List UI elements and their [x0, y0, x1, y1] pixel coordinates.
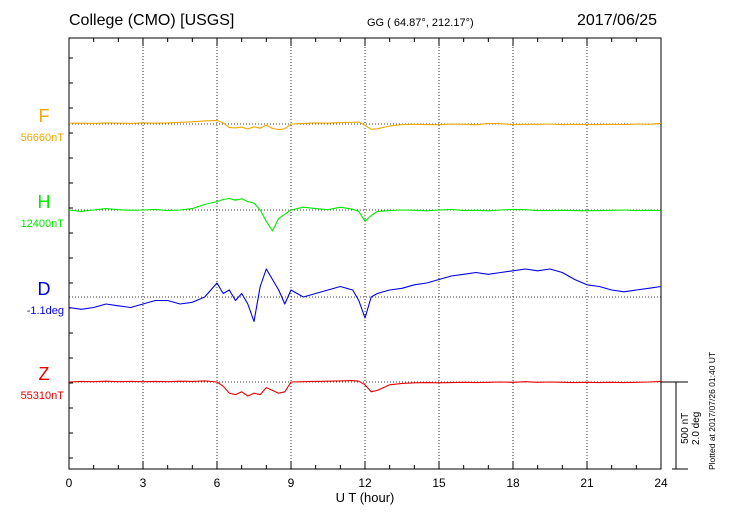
scale-nt-label: 500 nT — [680, 412, 691, 444]
x-tick-label: 3 — [140, 476, 147, 490]
x-tick-label: 21 — [580, 476, 594, 490]
series-line-z — [68, 380, 662, 397]
series-line-f — [69, 119, 662, 131]
x-tick-label: 15 — [432, 476, 446, 490]
x-tick-label: 6 — [214, 476, 221, 490]
x-tick-label: 12 — [358, 476, 372, 490]
series-line-d — [68, 268, 662, 323]
x-tick-label: 9 — [288, 476, 295, 490]
x-axis-label: U T (hour) — [335, 490, 395, 505]
x-tick-label: 0 — [66, 476, 73, 490]
component-label-z: Z — [39, 364, 50, 384]
baseline-value-z: 55310nT — [21, 390, 65, 402]
scale-deg-label: 2.0 deg — [691, 411, 702, 445]
plotted-timestamp: Plotted at 2017/07/26 01:40 UT — [707, 351, 717, 470]
series-line-h — [68, 197, 662, 232]
chart-title: College (CMO) [USGS] — [69, 12, 235, 29]
baseline-value-f: 56660nT — [21, 132, 65, 144]
component-label-f: F — [39, 106, 50, 126]
baseline-value-h: 12400nT — [21, 218, 65, 230]
x-tick-label: 24 — [654, 476, 668, 490]
component-label-d: D — [38, 279, 51, 299]
baseline-value-d: -1.1deg — [27, 305, 64, 317]
component-label-h: H — [38, 192, 51, 212]
station-coordinates: GG ( 64.87°, 212.17°) — [367, 17, 474, 29]
x-tick-label: 18 — [506, 476, 520, 490]
chart-date: 2017/06/25 — [577, 12, 658, 29]
scale-bar-label: 500 nT 2.0 deg — [680, 412, 702, 445]
